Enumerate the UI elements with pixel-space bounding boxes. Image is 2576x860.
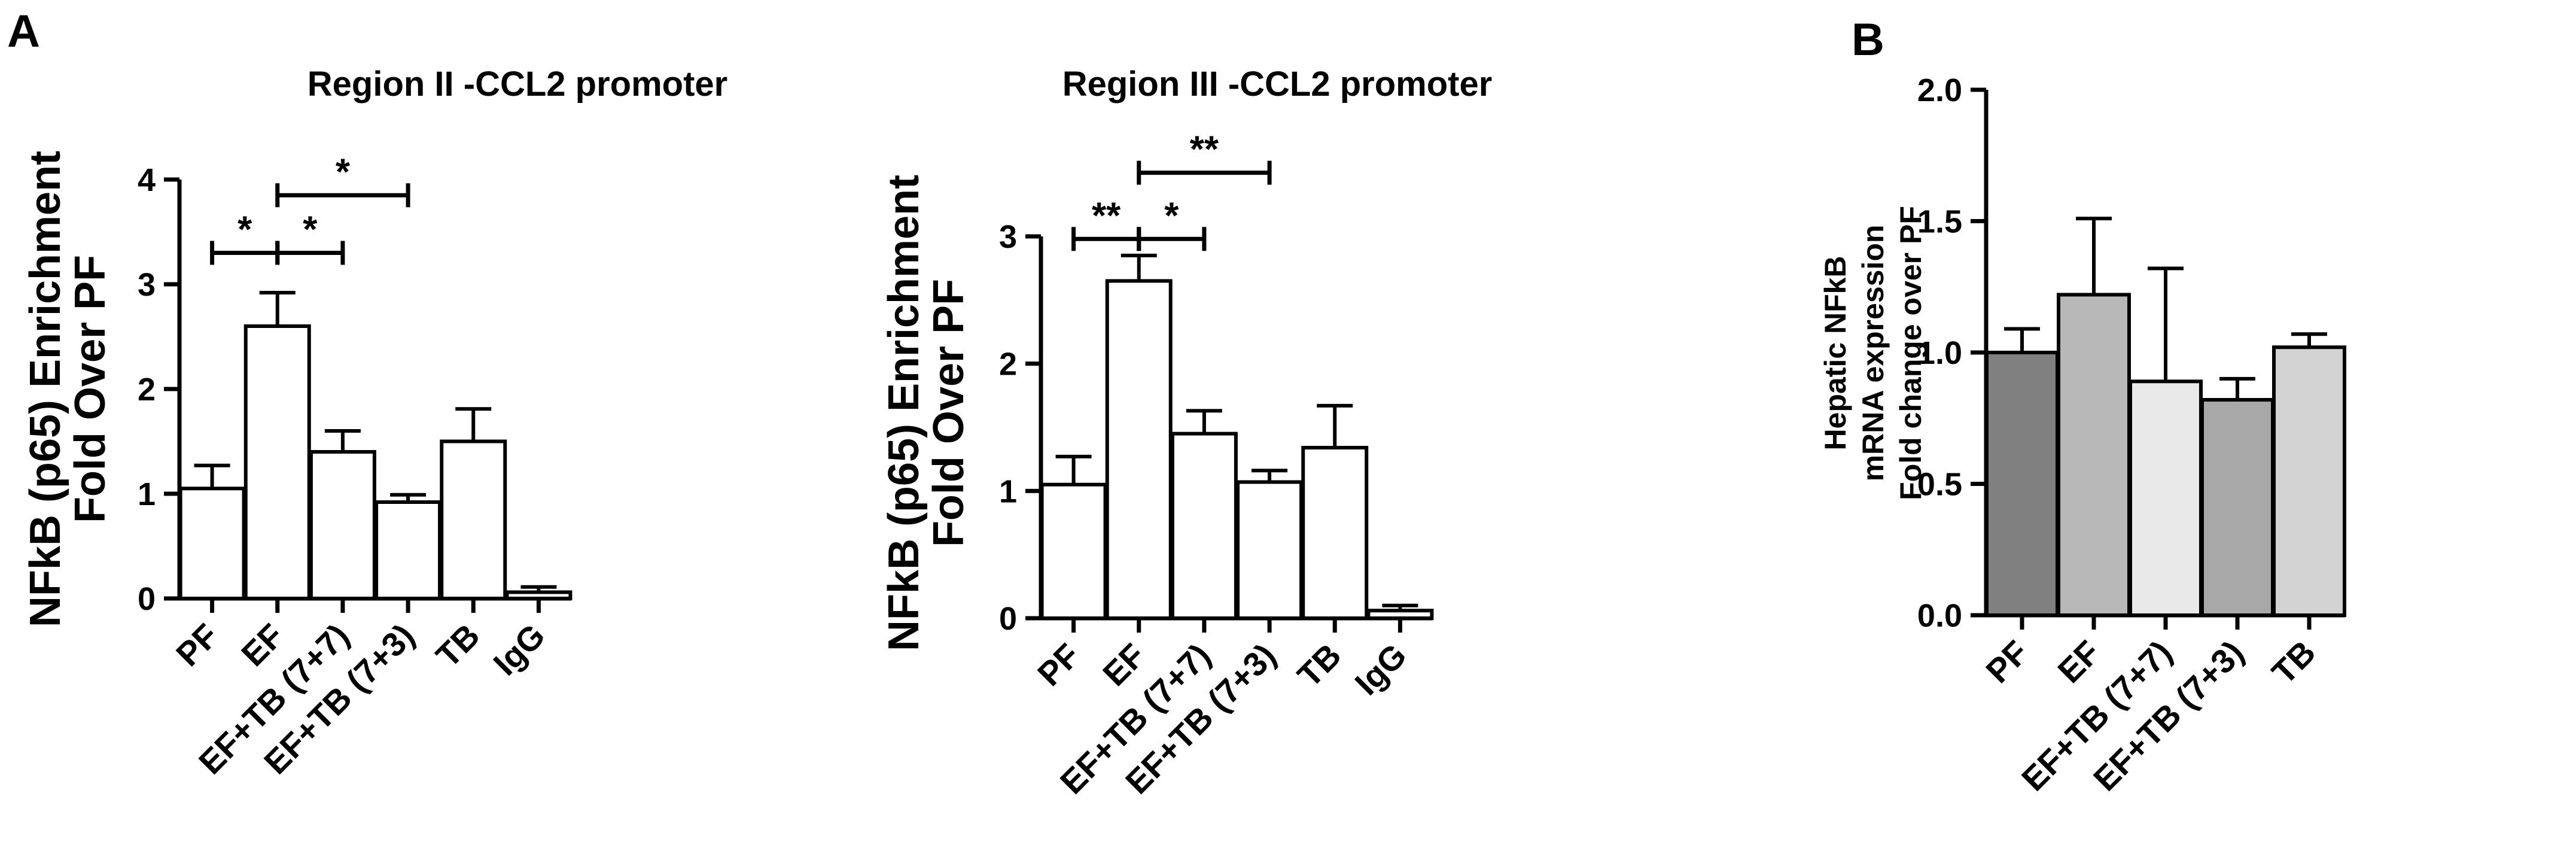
y-tick-label: 2.0 [1917, 72, 1962, 108]
y-tick-label: 1.0 [1917, 335, 1962, 371]
significance-label: ** [1190, 129, 1219, 171]
y-axis-label: NFkB (p65) Enrichment [880, 175, 928, 651]
y-axis-label: mRNA expression [1856, 225, 1890, 482]
significance-label: * [303, 209, 318, 251]
bar [1040, 482, 1107, 621]
bar [2057, 293, 2131, 618]
bar [2272, 345, 2346, 617]
bar [243, 324, 311, 600]
y-tick-label: 0 [138, 581, 156, 617]
y-axis-label: Fold Over PF [925, 279, 973, 547]
bar [1170, 431, 1238, 621]
x-tick-label: IgG [1347, 636, 1414, 703]
x-tick-label: PF [1978, 633, 2035, 690]
y-axis-label: NFkB (p65) Enrichment [22, 151, 69, 627]
y-axis-label: Fold Over PF [66, 255, 114, 523]
bar [2200, 398, 2274, 618]
x-tick-label: TB [428, 616, 486, 674]
y-tick-label: 1 [999, 473, 1017, 509]
chart-title: Region III -CCL2 promoter [1062, 65, 1493, 104]
bar [1301, 446, 1369, 620]
chart-region-iii: Region III -CCL2 promoter NFkB (p65) Enri… [880, 65, 1492, 801]
panel-letter-b: B [1852, 14, 1884, 65]
y-tick-label: 1 [138, 476, 156, 512]
y-tick-label: 0.5 [1917, 467, 1962, 503]
chart-region-ii: Region II -CCL2 promoter NFkB (p65) Enric… [22, 65, 727, 782]
x-tick-label: IgG [486, 616, 552, 683]
bar [2129, 379, 2203, 617]
significance-label: * [237, 209, 252, 251]
y-tick-label: 3 [138, 267, 156, 303]
bar [309, 450, 376, 600]
x-tick-label: EF [2050, 633, 2107, 690]
significance-label: ** [1092, 195, 1121, 236]
y-tick-label: 4 [138, 162, 156, 198]
y-tick-label: 0.0 [1917, 598, 1962, 634]
bar [1366, 609, 1434, 620]
bar [374, 500, 442, 600]
y-axis-label: Fold change over PF [1894, 206, 1928, 500]
bar [1985, 351, 2059, 617]
panel-letter-a: A [7, 6, 40, 57]
y-tick-label: 2 [999, 347, 1017, 382]
y-tick-label: 3 [999, 219, 1017, 255]
x-tick-label: TB [1290, 636, 1348, 694]
significance-label: * [336, 151, 351, 193]
y-tick-label: 0 [999, 601, 1017, 637]
y-tick-label: 2 [138, 372, 156, 408]
significance-label: * [1164, 195, 1179, 236]
bar [505, 590, 573, 600]
bar [1236, 480, 1304, 620]
chart-title: Region II -CCL2 promoter [307, 65, 727, 104]
x-tick-label: PF [1030, 636, 1087, 693]
bar [1105, 279, 1173, 620]
x-tick-label: TB [2264, 633, 2322, 691]
bar [440, 439, 507, 600]
x-tick-label: PF [169, 616, 226, 673]
y-axis-label: Hepatic NFkB [1819, 256, 1852, 450]
y-tick-label: 1.5 [1917, 204, 1962, 240]
chart-nfkb-mrna: Hepatic NFkB mRNA expression Fold change o… [1819, 72, 2346, 798]
bar [178, 487, 246, 600]
